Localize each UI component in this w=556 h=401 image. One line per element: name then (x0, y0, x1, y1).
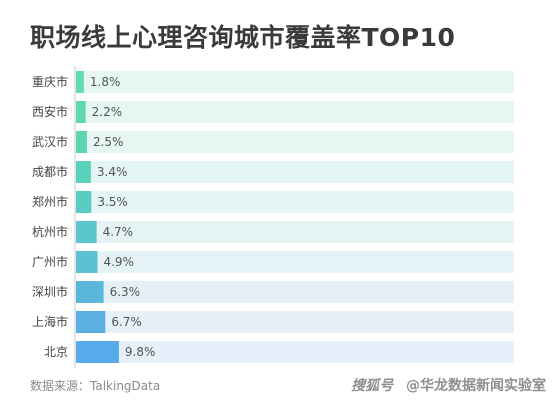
value-label: 2.2% (92, 105, 123, 119)
brand-watermark: 搜狐号 @华龙数据新闻实验室 (351, 375, 546, 395)
bar-track (76, 311, 514, 333)
brand-logo: 搜狐号 (351, 378, 394, 394)
bar-track (76, 281, 514, 303)
bar (76, 191, 92, 213)
category-label: 成都市 (32, 164, 68, 179)
value-label: 3.5% (97, 195, 128, 209)
value-label: 3.4% (97, 165, 128, 179)
category-label: 广州市 (32, 254, 68, 269)
bar (76, 161, 91, 183)
value-label: 4.7% (103, 225, 134, 239)
category-label: 深圳市 (32, 284, 68, 299)
value-label: 2.5% (93, 135, 124, 149)
category-label: 北京 (44, 345, 68, 359)
category-label: 西安市 (32, 104, 68, 119)
bar-track (76, 161, 514, 183)
bar (76, 311, 106, 333)
category-label: 重庆市 (32, 74, 68, 89)
brand-name: @华龙数据新闻实验室 (406, 378, 546, 394)
bar (76, 221, 97, 243)
category-label: 上海市 (32, 314, 68, 329)
bar (76, 101, 86, 123)
bar (76, 71, 84, 93)
value-label: 6.3% (110, 285, 140, 299)
bar-track (76, 131, 514, 153)
chart-title: 职场线上心理咨询城市覆盖率TOP10 (30, 23, 456, 52)
category-label: 郑州市 (32, 194, 68, 209)
value-label: 4.9% (103, 255, 134, 269)
bar-track (76, 191, 514, 213)
bar-track (76, 71, 514, 93)
value-label: 6.7% (111, 315, 142, 329)
bar-track (76, 341, 514, 363)
bar (76, 251, 98, 273)
bar-track (76, 221, 514, 243)
bar-track (76, 101, 514, 123)
bar-track (76, 251, 514, 273)
bar (76, 281, 104, 303)
category-label: 武汉市 (32, 134, 68, 149)
bar (76, 341, 119, 363)
bar (76, 131, 87, 153)
category-label: 杭州市 (32, 224, 68, 239)
value-label: 9.8% (125, 345, 156, 359)
data-source-note: 数据来源：TalkingData (30, 379, 161, 393)
value-label: 1.8% (90, 75, 121, 89)
